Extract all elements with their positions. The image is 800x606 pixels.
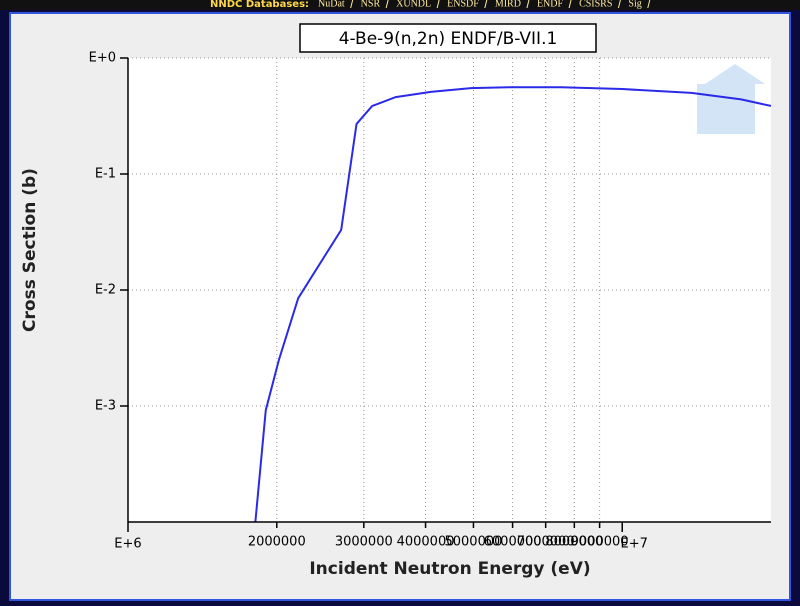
nav-separator: [350, 0, 354, 9]
data-line: [254, 86, 771, 522]
nav-label: NNDC Databases:: [210, 0, 309, 10]
nav-separator: [568, 0, 572, 9]
nav-separator: [436, 0, 440, 9]
nav: NNDC Databases: NuDat NSR XUNDL ENSDF MIRD END…: [210, 0, 651, 10]
x-axis-label: Incident Neutron Energy (eV): [309, 559, 590, 579]
x-tick-label: E+6: [114, 537, 141, 552]
nav-link[interactable]: NuDat: [318, 0, 345, 9]
y-tick-label: E-3: [95, 399, 116, 414]
nav-link[interactable]: MIRD: [495, 0, 521, 9]
y-tick-label: E+0: [89, 51, 116, 66]
x-tick-label: 7000000: [517, 535, 575, 550]
x-tick-label: 3000000: [335, 535, 393, 550]
x-tick-label: E+7: [621, 537, 648, 552]
nav-link[interactable]: NSR: [361, 0, 381, 9]
nav-separator: [385, 0, 389, 9]
nav-link[interactable]: XUNDL: [396, 0, 431, 9]
plot-area: [128, 58, 771, 522]
top-strip: [0, 0, 800, 10]
x-tick-label: 8000000: [545, 535, 603, 550]
y-tick-label: E-2: [95, 283, 116, 298]
nav-link[interactable]: Sig: [628, 0, 641, 9]
nav-separator: [526, 0, 530, 9]
logo: [697, 64, 765, 134]
x-tick-label: 5000000: [444, 535, 502, 550]
x-tick-label: 9000000: [571, 535, 629, 550]
nav-link[interactable]: ENSDF: [447, 0, 479, 9]
nav-separator: [484, 0, 488, 9]
chart-title: 4-Be-9(n,2n) ENDF/B-VII.1: [339, 29, 558, 49]
nav-link[interactable]: CSISRS: [579, 0, 612, 9]
nav-link[interactable]: ENDF: [537, 0, 564, 9]
nav-separator: [647, 0, 651, 9]
x-tick-label: 4000000: [397, 535, 455, 550]
x-tick-label: 6000000: [484, 535, 542, 550]
x-tick-label: 2000000: [248, 535, 306, 550]
y-axis-label: Cross Section (b): [20, 168, 40, 332]
y-tick-label: E-1: [95, 167, 116, 182]
nav-separator: [617, 0, 621, 9]
title-box: [299, 23, 597, 53]
